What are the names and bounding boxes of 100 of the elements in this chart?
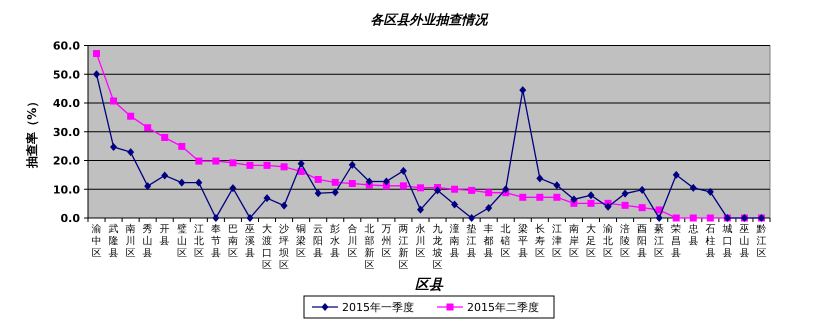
x-tick-label: 大渡口区 <box>262 223 272 271</box>
point <box>195 158 202 165</box>
point <box>127 148 134 156</box>
point <box>332 188 339 196</box>
point <box>298 160 305 168</box>
y-tick-label: 20.0 <box>52 154 80 168</box>
point <box>416 184 424 192</box>
x-tick-label: 江北区 <box>194 223 204 259</box>
x-tick-label: 南川区 <box>126 223 136 259</box>
point <box>622 202 629 209</box>
point <box>451 186 458 193</box>
x-tick-label: 涪陵区 <box>620 223 630 259</box>
x-tick-label: 巫溪县 <box>244 224 255 259</box>
point <box>161 171 168 180</box>
x-tick-label: 荣昌县 <box>671 223 682 259</box>
point <box>110 97 118 104</box>
point <box>127 112 134 120</box>
x-tick-label: 奉节县 <box>210 224 221 259</box>
x-tick-label: 万州区 <box>381 224 392 259</box>
point <box>519 194 526 201</box>
x-tick-label: 璧山区 <box>176 223 187 259</box>
point <box>690 214 697 222</box>
point <box>400 182 407 190</box>
x-tick-label: 城口县 <box>721 223 732 259</box>
point <box>622 190 629 198</box>
x-tick-label: 綦江区 <box>654 223 664 259</box>
point <box>656 214 663 222</box>
x-tick-label: 渝中区 <box>92 223 102 259</box>
point <box>638 186 646 194</box>
point <box>672 214 680 222</box>
x-axis-title: 区县 <box>415 277 444 293</box>
x-tick-label: 长寿区 <box>534 223 545 259</box>
point <box>348 160 356 169</box>
point <box>212 214 220 222</box>
point <box>195 178 202 187</box>
point <box>382 177 390 186</box>
point <box>93 70 100 78</box>
x-tick-label: 九龙坡区 <box>432 223 443 271</box>
point <box>229 184 236 192</box>
point <box>485 189 492 196</box>
legend-label: 2015年一季度 <box>342 301 414 314</box>
point <box>178 142 186 150</box>
point <box>416 206 424 214</box>
point <box>314 176 322 183</box>
y-tick-label: 50.0 <box>52 68 80 82</box>
point <box>264 162 271 169</box>
x-tick-label: 北碚区 <box>500 223 511 259</box>
y-tick-label: 30.0 <box>52 126 80 139</box>
point <box>93 50 100 58</box>
x-tick-label: 渝北区 <box>603 223 614 259</box>
x-tick-label: 石柱县 <box>705 224 716 259</box>
x-tick-label: 梁平县 <box>518 223 528 259</box>
point <box>264 194 271 202</box>
point <box>553 194 560 201</box>
point <box>690 184 697 192</box>
point <box>502 185 510 194</box>
chart-title: 各区县外业抽查情况 <box>370 13 488 28</box>
point <box>604 202 612 211</box>
x-tick-label: 垫江县 <box>466 223 477 259</box>
x-tick-label: 巫山县 <box>739 224 750 259</box>
point <box>229 159 236 166</box>
point <box>570 195 578 204</box>
point <box>536 194 544 201</box>
x-tick-label: 两江新区 <box>398 224 408 271</box>
point <box>110 142 118 151</box>
point <box>212 158 220 165</box>
y-tick-label: 40.0 <box>52 97 80 110</box>
point <box>314 189 322 198</box>
point <box>468 214 476 222</box>
point <box>706 214 714 222</box>
point <box>348 180 356 187</box>
x-tick-label: 铜梁区 <box>295 224 306 259</box>
x-tick-label: 秀山县 <box>142 223 153 259</box>
point <box>178 178 186 187</box>
point <box>587 200 594 207</box>
point <box>706 188 714 196</box>
point <box>485 204 492 212</box>
y-axis-title: 抽查率（%） <box>25 96 39 169</box>
point <box>332 178 339 186</box>
point <box>434 186 442 194</box>
point <box>451 200 458 208</box>
point <box>587 191 594 200</box>
x-tick-label: 北部新区 <box>364 223 374 271</box>
point <box>468 186 476 194</box>
x-tick-label: 沙坪坝区 <box>278 223 290 271</box>
y-tick-label: 0.0 <box>60 212 80 225</box>
x-tick-label: 彭水县 <box>330 223 340 259</box>
point <box>144 124 152 132</box>
point <box>246 214 254 222</box>
x-tick-label: 忠县 <box>687 223 698 247</box>
legend-label: 2015年二季度 <box>467 301 539 314</box>
x-tick-label: 大足区 <box>586 223 596 259</box>
point <box>161 134 168 141</box>
point <box>144 182 152 190</box>
y-tick-label: 60.0 <box>52 40 80 52</box>
point <box>672 170 680 179</box>
point <box>553 181 560 190</box>
x-tick-label: 巴南区 <box>228 224 238 259</box>
x-tick-label: 江津区 <box>552 223 562 259</box>
x-tick-label: 黔江区 <box>755 223 766 259</box>
